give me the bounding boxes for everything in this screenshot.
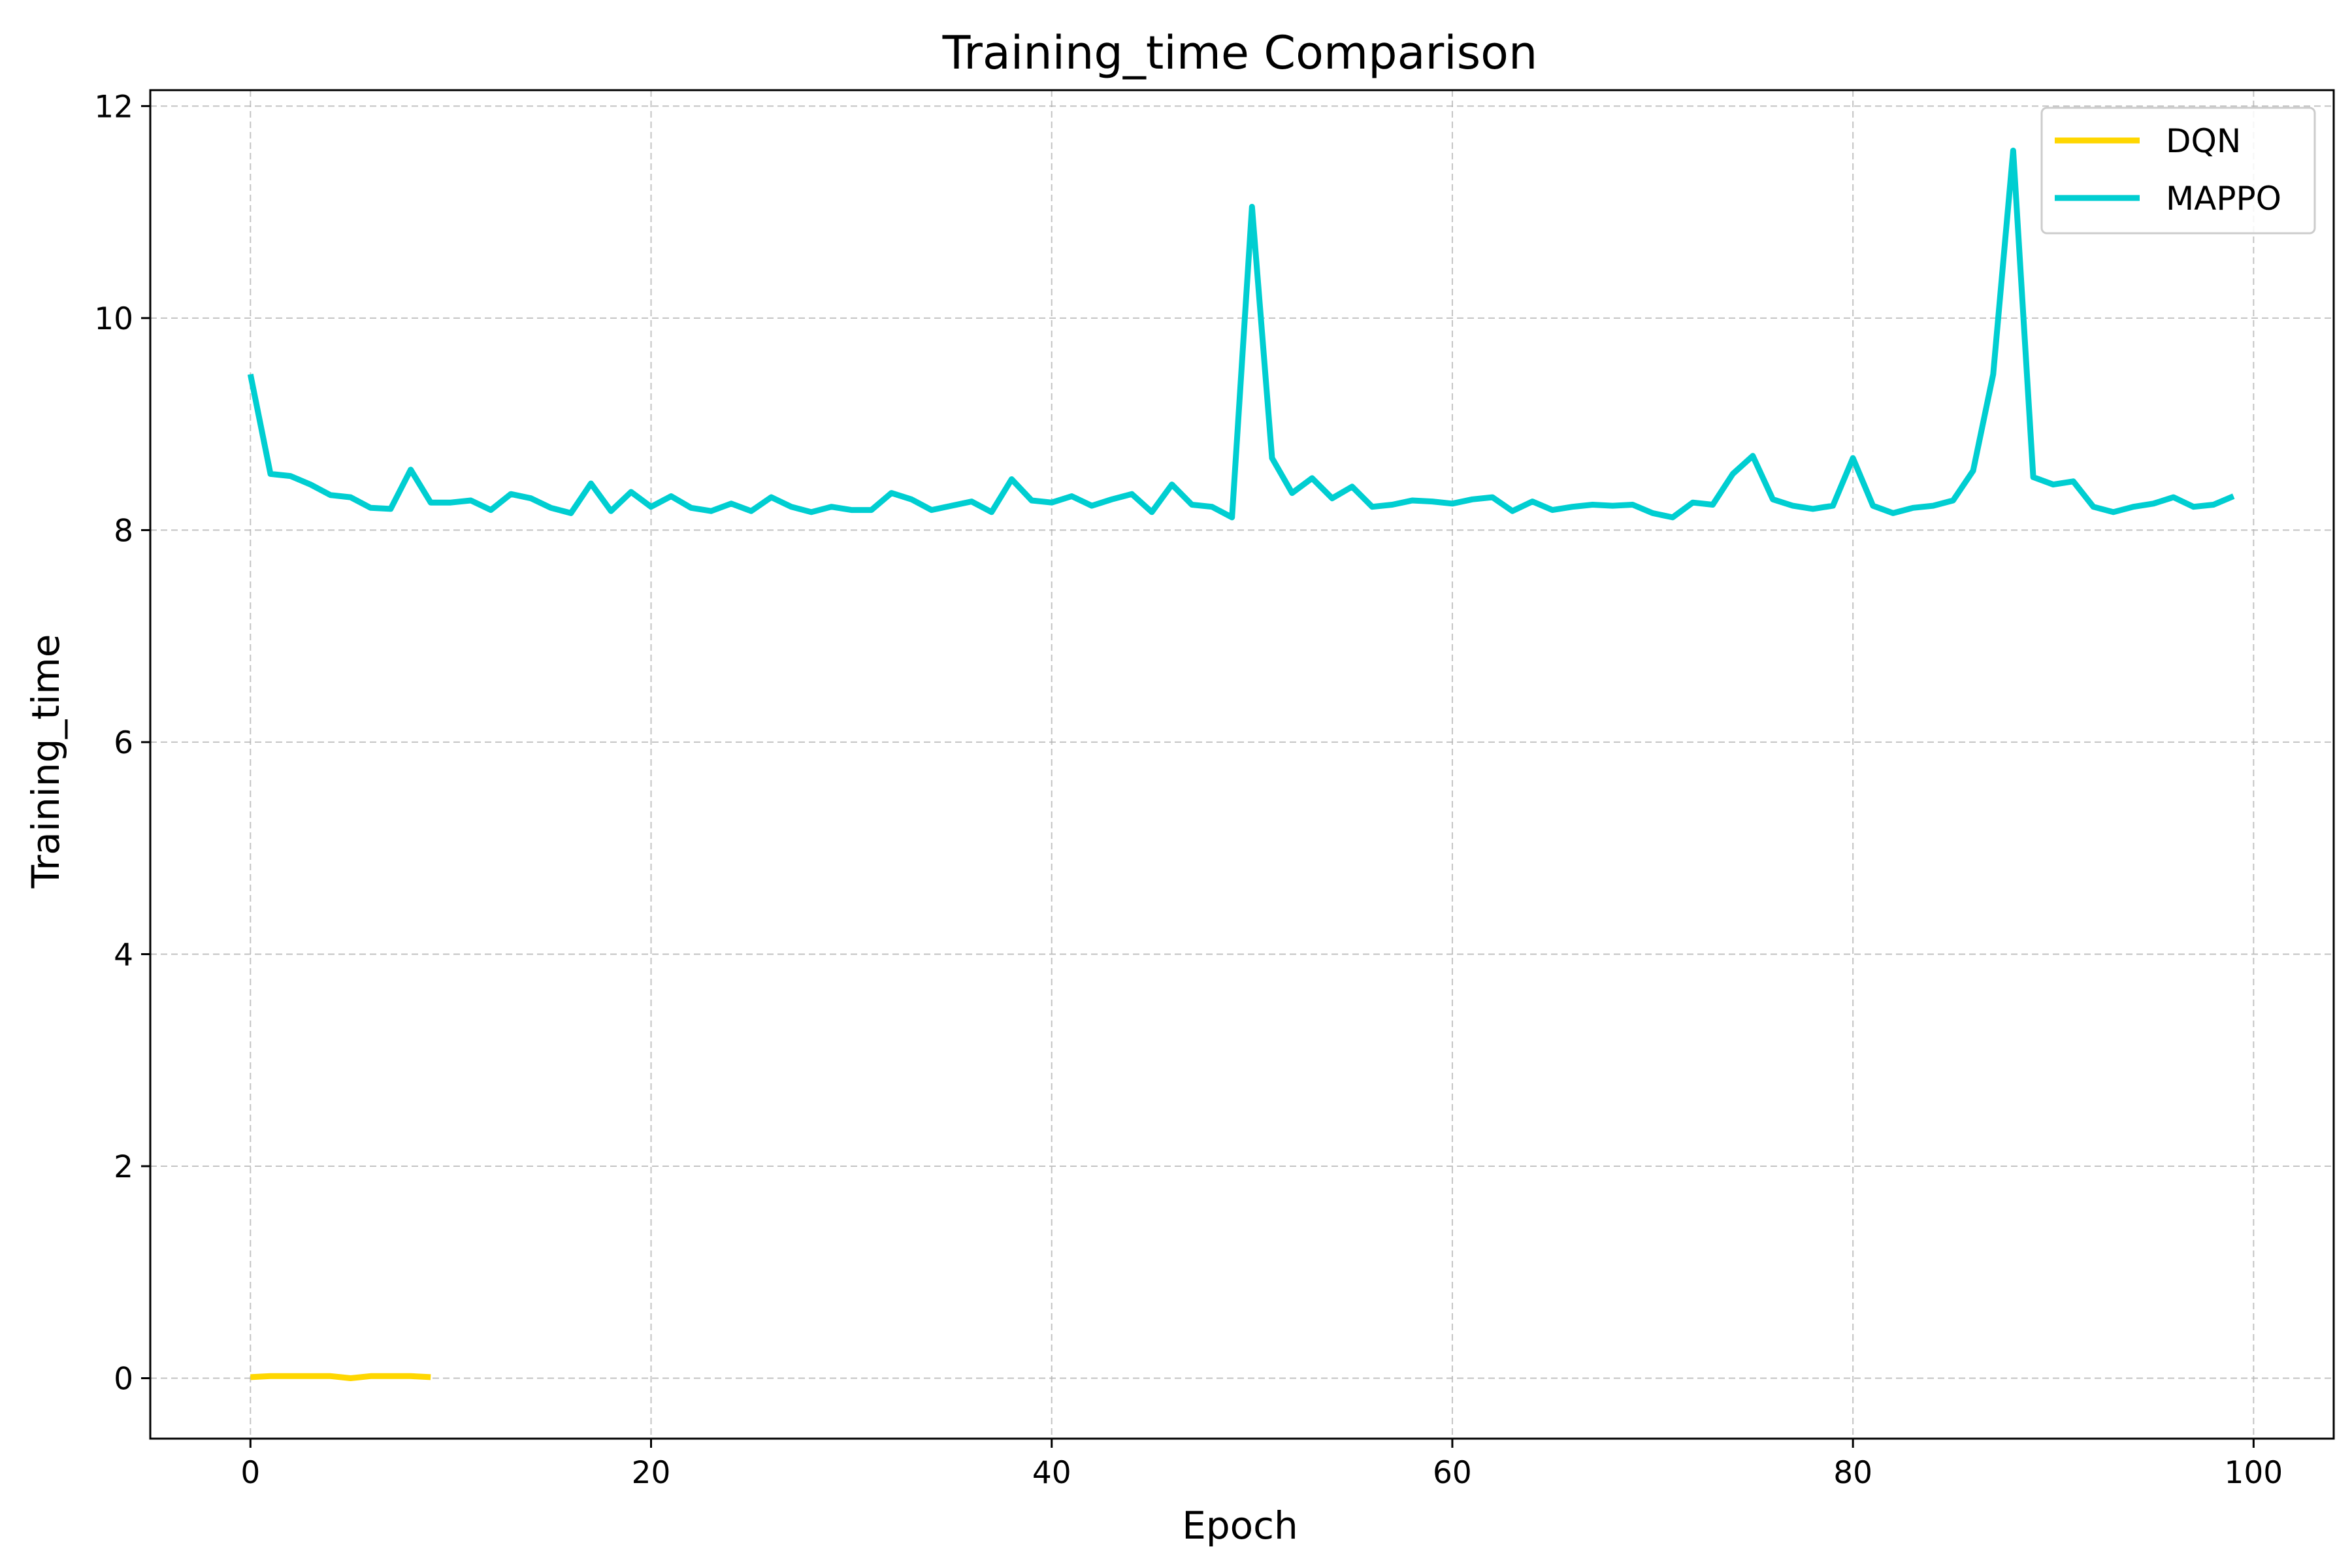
x-axis-title: Epoch (1182, 1503, 1298, 1548)
grid-layer (150, 90, 2334, 1439)
x-tick-label: 60 (1433, 1455, 1472, 1491)
x-tick-label: 40 (1032, 1455, 1071, 1491)
legend: DQN MAPPO (2040, 106, 2316, 235)
series-line-dqn (250, 1373, 431, 1381)
y-tick-label: 0 (114, 1362, 133, 1397)
plot-frame (149, 89, 2335, 1440)
y-tick-label: 6 (114, 725, 133, 761)
tick-layer: 0 20 40 60 80 100 0 2 4 6 8 10 12 (94, 89, 2283, 1491)
legend-label: DQN (2166, 122, 2241, 160)
y-tick-label: 10 (94, 301, 133, 337)
x-tick-label: 20 (632, 1455, 671, 1491)
legend-label: MAPPO (2166, 180, 2281, 218)
y-tick-label: 2 (114, 1149, 133, 1185)
y-axis-title: Training_time (24, 634, 68, 889)
x-tick-label: 80 (1833, 1455, 1872, 1491)
x-tick-label: 0 (240, 1455, 260, 1491)
chart-title: Training_time Comparison (942, 26, 1538, 80)
series-layer (247, 148, 2235, 1381)
x-tick-label: 100 (2224, 1455, 2283, 1491)
y-tick-label: 8 (114, 513, 133, 549)
series-line-mappo (247, 148, 2235, 521)
y-tick-label: 4 (114, 937, 133, 973)
y-tick-label: 12 (94, 89, 133, 125)
